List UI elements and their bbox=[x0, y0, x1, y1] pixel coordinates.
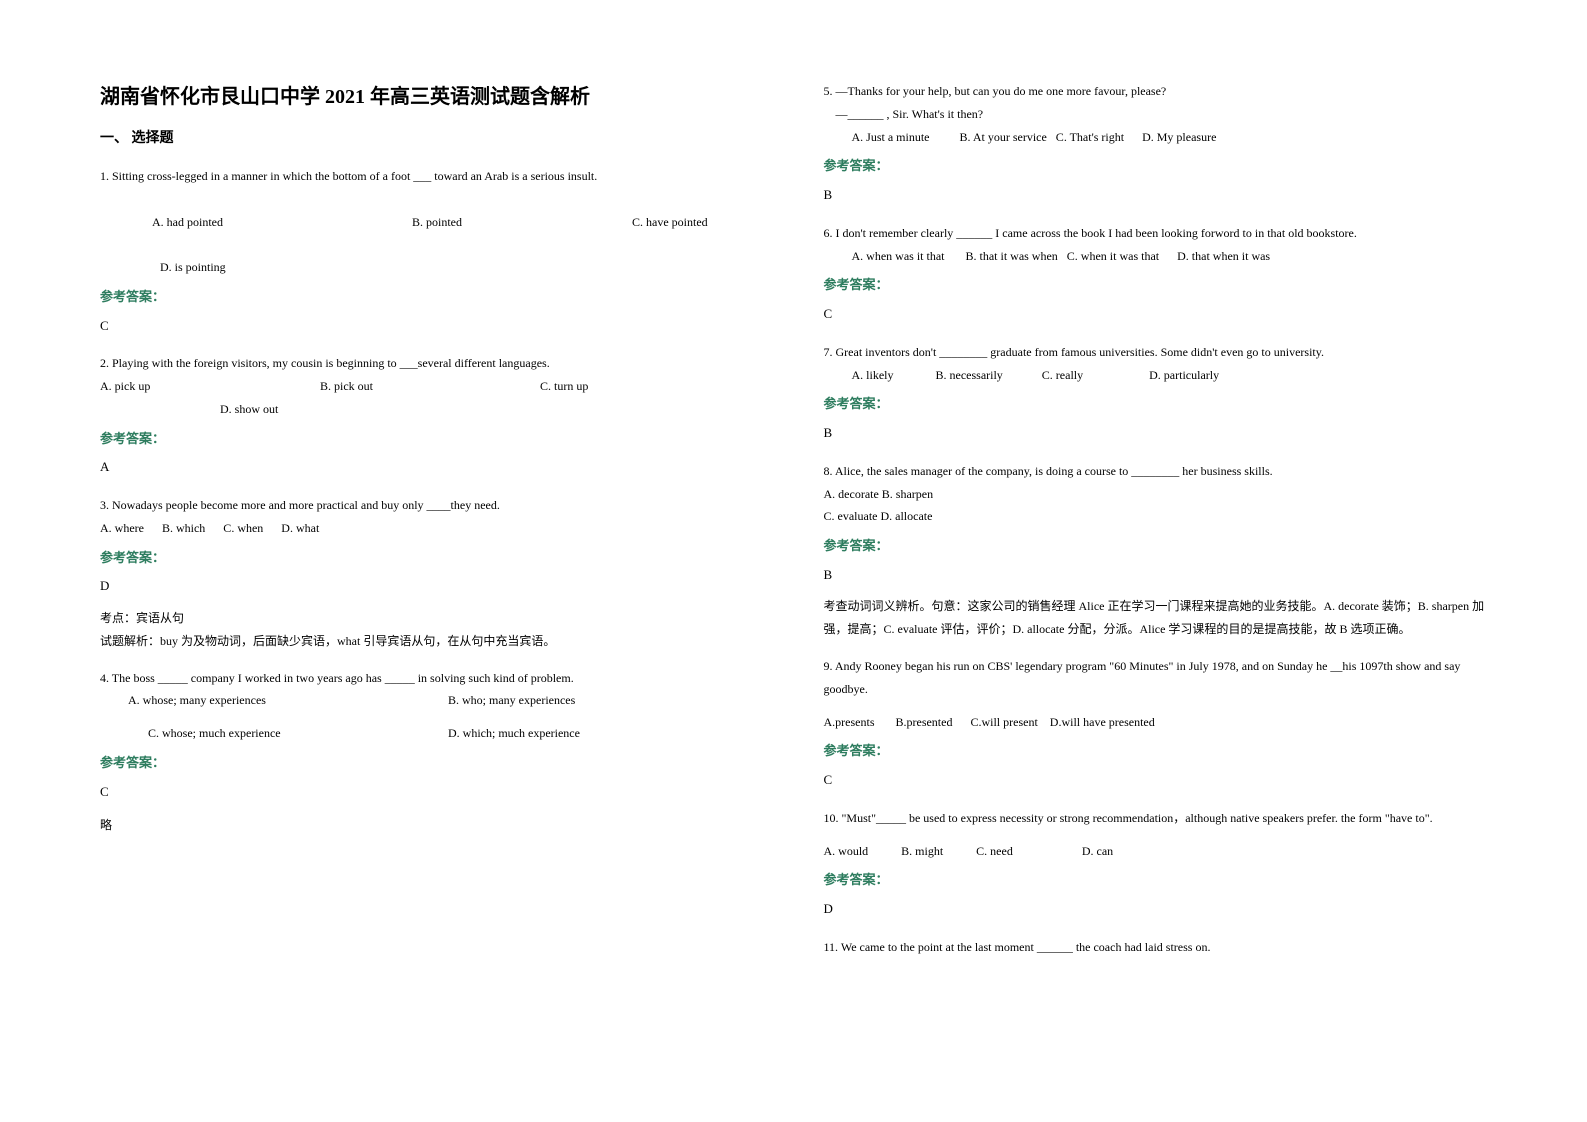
q3-exp1: 考点：宾语从句 bbox=[100, 607, 764, 630]
q11-text: 11. We came to the point at the last mom… bbox=[824, 936, 1488, 959]
q10-answer: D bbox=[824, 897, 1488, 922]
q9-options: A.presents B.presented C.will present D.… bbox=[824, 711, 1488, 734]
question-6: 6. I don't remember clearly ______ I cam… bbox=[824, 222, 1488, 327]
section-heading: 一、 选择题 bbox=[100, 127, 764, 147]
q4-options-row1: A. whose; many experiencesB. who; many e… bbox=[100, 689, 764, 712]
q4-options-row2: C. whose; much experienceD. which; much … bbox=[100, 722, 764, 745]
left-column: 湖南省怀化市艮山口中学 2021 年高三英语测试题含解析 一、 选择题 1. S… bbox=[100, 80, 764, 973]
q6-text: 6. I don't remember clearly ______ I cam… bbox=[824, 222, 1488, 245]
q2-optB: B. pick out bbox=[320, 375, 540, 398]
q7-answer-label: 参考答案： bbox=[824, 392, 1488, 417]
q1-options-row2: D. is pointing bbox=[100, 256, 764, 279]
q4-answer: C bbox=[100, 780, 764, 805]
question-9: 9. Andy Rooney began his run on CBS' leg… bbox=[824, 655, 1488, 793]
q5-answer: B bbox=[824, 183, 1488, 208]
q7-text: 7. Great inventors don't ________ gradua… bbox=[824, 341, 1488, 364]
q8-text: 8. Alice, the sales manager of the compa… bbox=[824, 460, 1488, 483]
q7-answer: B bbox=[824, 421, 1488, 446]
q5-line1: 5. —Thanks for your help, but can you do… bbox=[824, 80, 1488, 103]
q10-options: A. would B. might C. need D. can bbox=[824, 840, 1488, 863]
q4-optD: D. which; much experience bbox=[448, 722, 580, 745]
question-5: 5. —Thanks for your help, but can you do… bbox=[824, 80, 1488, 208]
q2-optC: C. turn up bbox=[540, 375, 588, 398]
question-7: 7. Great inventors don't ________ gradua… bbox=[824, 341, 1488, 446]
q8-options2: C. evaluate D. allocate bbox=[824, 505, 1488, 528]
q8-answer-label: 参考答案： bbox=[824, 534, 1488, 559]
question-8: 8. Alice, the sales manager of the compa… bbox=[824, 460, 1488, 641]
q2-text: 2. Playing with the foreign visitors, my… bbox=[100, 352, 764, 375]
q4-optB: B. who; many experiences bbox=[448, 689, 575, 712]
q8-options1: A. decorate B. sharpen bbox=[824, 483, 1488, 506]
question-2: 2. Playing with the foreign visitors, my… bbox=[100, 352, 764, 480]
q5-line2: —______ , Sir. What's it then? bbox=[824, 103, 1488, 126]
q3-answer-label: 参考答案： bbox=[100, 546, 764, 571]
q1-optD: D. is pointing bbox=[160, 260, 226, 274]
q1-answer-label: 参考答案： bbox=[100, 285, 764, 310]
page-container: 湖南省怀化市艮山口中学 2021 年高三英语测试题含解析 一、 选择题 1. S… bbox=[100, 80, 1487, 973]
question-4: 4. The boss _____ company I worked in tw… bbox=[100, 667, 764, 838]
question-10: 10. "Must"_____ be used to express neces… bbox=[824, 807, 1488, 922]
q6-answer-label: 参考答案： bbox=[824, 273, 1488, 298]
q1-optB: B. pointed bbox=[412, 211, 632, 234]
q4-exp: 略 bbox=[100, 814, 764, 837]
q1-answer: C bbox=[100, 314, 764, 339]
q6-options: A. when was it that B. that it was when … bbox=[824, 245, 1488, 268]
q4-optA: A. whose; many experiences bbox=[128, 689, 448, 712]
q10-text: 10. "Must"_____ be used to express neces… bbox=[824, 807, 1488, 830]
q5-answer-label: 参考答案： bbox=[824, 154, 1488, 179]
q4-optC: C. whose; much experience bbox=[128, 722, 448, 745]
right-column: 5. —Thanks for your help, but can you do… bbox=[824, 80, 1488, 973]
q4-answer-label: 参考答案： bbox=[100, 751, 764, 776]
q1-optA: A. had pointed bbox=[152, 211, 412, 234]
question-11: 11. We came to the point at the last mom… bbox=[824, 936, 1488, 959]
q2-options-row1: A. pick upB. pick outC. turn up bbox=[100, 375, 764, 398]
q10-answer-label: 参考答案： bbox=[824, 868, 1488, 893]
q6-answer: C bbox=[824, 302, 1488, 327]
q9-answer-label: 参考答案： bbox=[824, 739, 1488, 764]
q3-answer: D bbox=[100, 574, 764, 599]
q4-text: 4. The boss _____ company I worked in tw… bbox=[100, 667, 764, 690]
q9-text: 9. Andy Rooney began his run on CBS' leg… bbox=[824, 655, 1488, 701]
q1-optC: C. have pointed bbox=[632, 211, 708, 234]
q5-options: A. Just a minute B. At your service C. T… bbox=[824, 126, 1488, 149]
question-1: 1. Sitting cross-legged in a manner in w… bbox=[100, 165, 764, 338]
q1-options-row1: A. had pointedB. pointedC. have pointed bbox=[100, 188, 764, 256]
q3-options: A. where B. which C. when D. what bbox=[100, 517, 764, 540]
q2-optA: A. pick up bbox=[100, 375, 320, 398]
q2-optD: D. show out bbox=[220, 402, 278, 416]
q2-answer: A bbox=[100, 455, 764, 480]
question-3: 3. Nowadays people become more and more … bbox=[100, 494, 764, 653]
q9-answer: C bbox=[824, 768, 1488, 793]
page-title: 湖南省怀化市艮山口中学 2021 年高三英语测试题含解析 bbox=[100, 80, 764, 109]
q8-exp: 考查动词词义辨析。句意：这家公司的销售经理 Alice 正在学习一门课程来提高她… bbox=[824, 595, 1488, 641]
q3-exp2: 试题解析：buy 为及物动词，后面缺少宾语，what 引导宾语从句，在从句中充当… bbox=[100, 630, 764, 653]
q8-answer: B bbox=[824, 563, 1488, 588]
q2-answer-label: 参考答案： bbox=[100, 427, 764, 452]
q3-text: 3. Nowadays people become more and more … bbox=[100, 494, 764, 517]
q1-text: 1. Sitting cross-legged in a manner in w… bbox=[100, 165, 764, 188]
q2-options-row2: D. show out bbox=[100, 398, 764, 421]
q7-options: A. likely B. necessarily C. really D. pa… bbox=[824, 364, 1488, 387]
